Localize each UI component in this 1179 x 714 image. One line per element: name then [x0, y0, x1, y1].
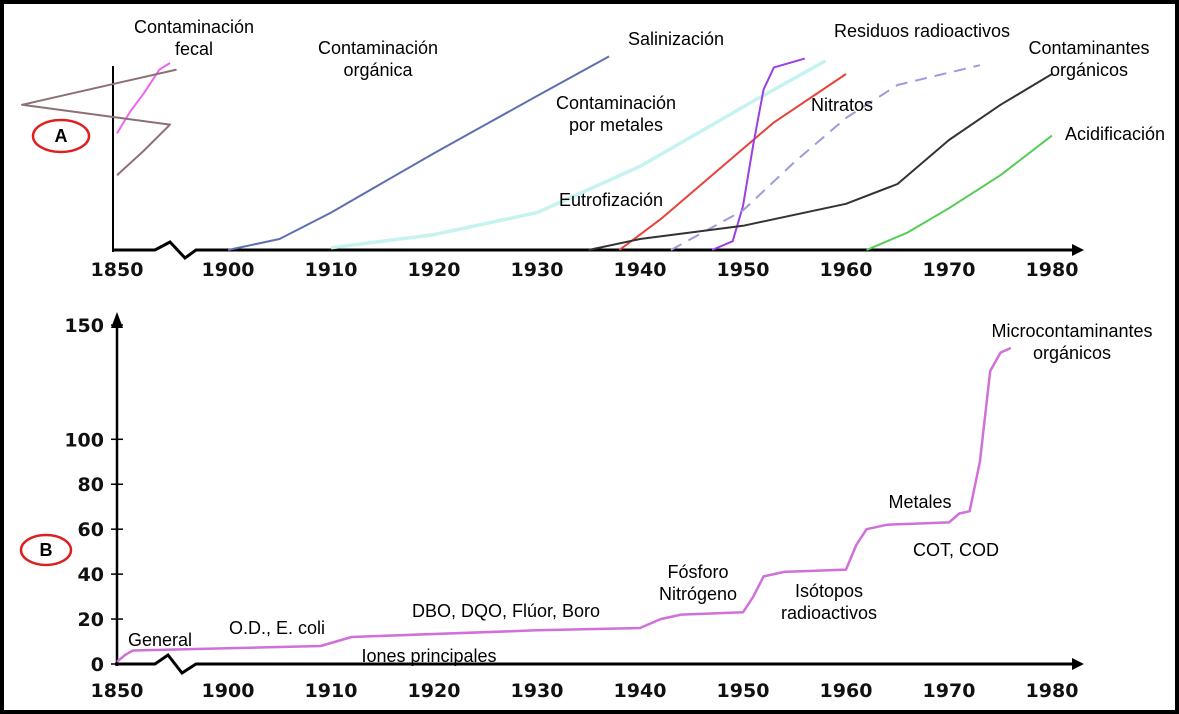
x-tick-a-1910: 1910	[305, 259, 358, 281]
series-line-eutrofizacion	[618, 73, 847, 251]
y-axis-arrow-b	[111, 312, 123, 328]
x-tick-a-1970: 1970	[923, 259, 976, 281]
annotation-fosforo-nitrogeno: Fósforo Nitrógeno	[659, 562, 737, 604]
y-tick-b-0: 0	[91, 654, 104, 676]
x-tick-b-1950: 1950	[717, 680, 770, 702]
y-tick-b-80: 80	[78, 474, 104, 496]
annotation-metales: Metales	[888, 492, 951, 512]
annotation-isotopos-radioactivos: Isótopos radioactivos	[781, 581, 877, 623]
x-tick-b-1930: 1930	[511, 680, 564, 702]
series-line-acidificacion	[866, 134, 1053, 251]
x-tick-a-1930: 1930	[511, 259, 564, 281]
x-tick-b-1940: 1940	[614, 680, 667, 702]
panel-a-marker	[31, 118, 91, 154]
annotation-microcontaminantes-organicos: Microcontaminantes orgánicos	[991, 321, 1152, 363]
series-label-nitratos: Nitratos	[811, 95, 873, 115]
y-tick-b-20: 20	[78, 609, 104, 631]
x-tick-a-1960: 1960	[820, 259, 873, 281]
panel-b-label: B	[40, 540, 53, 560]
y-tick-b-150: 150	[64, 315, 104, 337]
x-tick-b-1850: 1850	[91, 680, 144, 702]
panel-a-label: A	[55, 126, 68, 146]
series-line-nitratos	[670, 64, 981, 251]
series-line-contaminacion-organica	[21, 68, 177, 176]
x-tick-b-1980: 1980	[1026, 680, 1079, 702]
x-tick-b-1910: 1910	[305, 680, 358, 702]
panel-b-marker	[19, 533, 73, 567]
series-label-residuos-radioactivos: Residuos radioactivos	[834, 21, 1010, 41]
x-tick-b-1920: 1920	[408, 680, 461, 702]
x-tick-a-1940: 1940	[614, 259, 667, 281]
annotation-o-d-e-coli: O.D., E. coli	[229, 618, 325, 638]
x-tick-b-1960: 1960	[820, 680, 873, 702]
series-label-contaminacion-por-metales: Contaminación por metales	[556, 93, 676, 135]
x-axis-b	[115, 652, 1075, 676]
x-axis-arrow-b	[1072, 658, 1084, 670]
x-axis-a	[112, 240, 1075, 260]
annotation-dbo-dqo-fluor-boro: DBO, DQO, Flúor, Boro	[412, 601, 600, 621]
series-label-contaminacion-fecal: Contaminación fecal	[134, 17, 254, 59]
series-label-salinizacion: Salinización	[628, 29, 724, 49]
y-tick-b-60: 60	[78, 519, 104, 541]
parameters-curve-0	[116, 346, 1012, 663]
x-tick-b-1900: 1900	[202, 680, 255, 702]
x-tick-a-1920: 1920	[408, 259, 461, 281]
x-axis-arrow-a	[1072, 244, 1084, 256]
annotation-general: General	[128, 630, 192, 650]
series-line-contaminantes-organicos	[588, 73, 1053, 251]
series-label-acidificacion: Acidificación	[1065, 124, 1165, 144]
x-tick-b-1970: 1970	[923, 680, 976, 702]
y-tick-b-40: 40	[78, 564, 104, 586]
series-label-contaminacion-organica: Contaminación orgánica	[318, 38, 438, 80]
y-tick-b-100: 100	[64, 429, 104, 451]
x-tick-a-1950: 1950	[717, 259, 770, 281]
x-tick-a-1980: 1980	[1026, 259, 1079, 281]
x-tick-a-1850: 1850	[91, 259, 144, 281]
series-line-salinizacion	[227, 55, 610, 251]
series-line-residuos-radioactivos	[711, 57, 806, 251]
series-label-contaminantes-organicos: Contaminantes orgánicos	[1028, 38, 1149, 80]
x-tick-a-1900: 1900	[202, 259, 255, 281]
series-label-eutrofizacion: Eutrofización	[559, 190, 663, 210]
series-line-contaminacion-por-metales	[330, 59, 827, 250]
annotation-iones-principales: Iones principales	[361, 646, 496, 666]
annotation-cot-cod: COT, COD	[913, 540, 999, 560]
